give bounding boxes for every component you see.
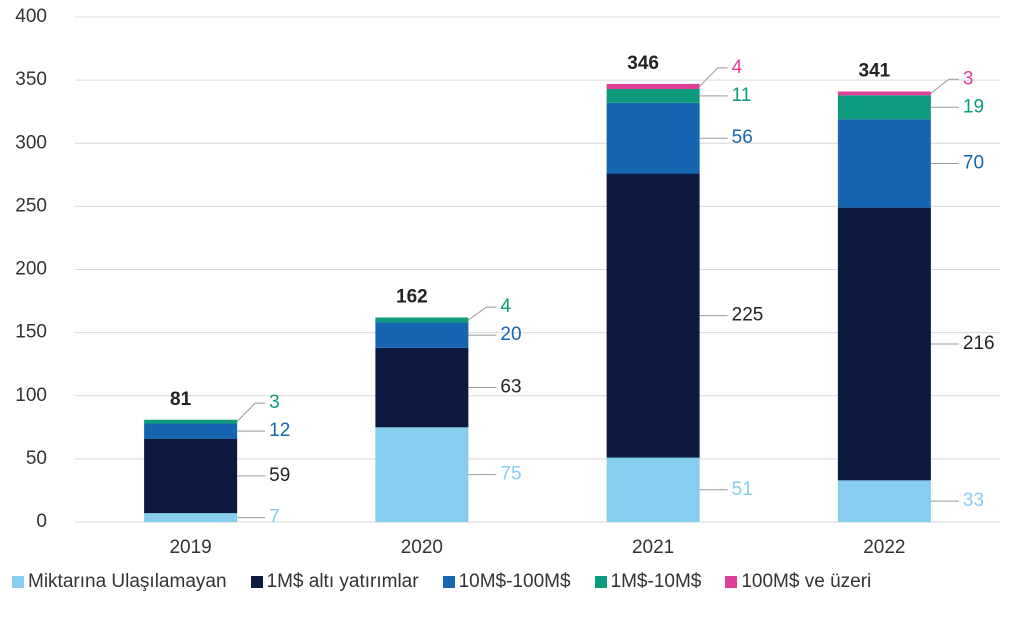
value-label: 59 [269,465,290,486]
value-label: 19 [963,96,984,117]
bar-segment [837,91,931,96]
y-tick-label: 400 [15,6,47,27]
bar-segment [375,427,469,522]
legend-label: 100M$ ve üzeri [741,571,872,592]
legend-label: Miktarına Ulaşılamayan [28,571,227,592]
bar-segment [144,419,238,424]
x-tick-label: 2022 [863,537,905,558]
legend-swatch [725,576,738,588]
y-tick-label: 250 [15,195,47,216]
bar-segment [144,423,238,439]
value-label: 216 [963,333,995,354]
bar-segment [606,102,700,174]
value-label: 51 [732,479,753,500]
value-label: 7 [269,507,280,528]
y-tick-label: 150 [15,322,47,343]
value-label: 11 [732,85,752,106]
y-tick-label: 300 [15,132,47,153]
bar-segment [837,119,931,208]
value-label: 4 [732,57,743,78]
bar-segment [837,480,931,522]
y-tick-label: 0 [36,511,47,532]
legend-label: 1M$ altı yatırımlar [266,571,419,592]
legend-swatch [250,576,263,588]
legend-swatch [594,576,607,588]
value-label: 3 [963,68,974,89]
y-tick-label: 350 [15,69,47,90]
bar-segment [375,322,469,348]
value-label: 56 [732,127,753,148]
legend-item: 10M$-100M$ [442,566,571,598]
legend-item: Miktarına Ulaşılamayan [12,566,227,598]
value-label: 12 [269,420,290,441]
value-label: 70 [963,152,984,173]
total-label: 162 [396,286,428,307]
bar-segment [606,88,700,103]
legend-item: 100M$ ve üzeri [725,566,871,598]
chart: 0501001502002503003504002019759123812020… [15,6,1000,558]
value-label: 4 [500,296,511,317]
value-label: 3 [269,392,280,413]
value-label: 20 [500,324,521,345]
leader-line [930,78,959,94]
bar-segment [837,207,931,481]
legend-swatch [12,576,24,588]
x-tick-label: 2020 [401,537,443,558]
legend-item: 1M$-10M$ [594,566,702,598]
value-label: 75 [500,464,521,485]
legend-label: 10M$-100M$ [458,571,571,592]
x-tick-label: 2021 [632,537,674,558]
bar-segment [375,347,469,428]
legend-swatch [442,576,455,588]
y-tick-label: 100 [15,385,47,406]
bar-segment [606,173,700,458]
bar-segment [375,317,469,323]
bar-segment [837,95,931,120]
bar-segment [606,83,700,89]
x-tick-label: 2019 [169,537,211,558]
total-label: 341 [859,61,891,82]
value-label: 63 [500,377,521,398]
leader-line [699,67,728,87]
leader-line [236,402,266,422]
y-tick-label: 200 [15,259,47,280]
value-label: 33 [963,490,984,511]
y-tick-label: 50 [26,448,47,469]
legend: Miktarına Ulaşılamayan 1M$ altı yatırımla… [12,566,912,598]
value-label: 225 [732,305,764,326]
legend-item: 1M$ altı yatırımlar [250,566,419,598]
total-label: 81 [170,389,192,410]
legend-label: 1M$-10M$ [610,571,702,592]
bar-segment [144,513,238,522]
bar-segment [606,457,700,522]
leader-line [468,306,497,321]
bar-segment [144,438,238,514]
total-label: 346 [627,53,659,74]
